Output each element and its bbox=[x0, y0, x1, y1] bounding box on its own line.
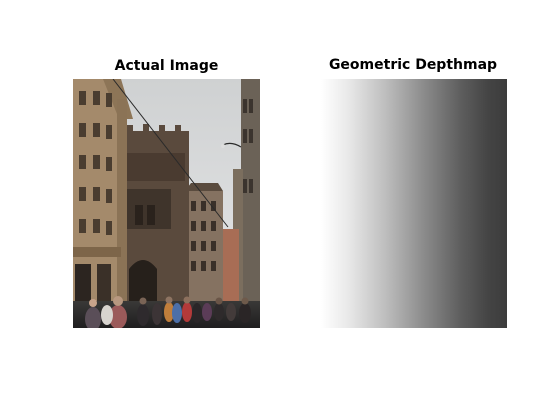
right-building bbox=[241, 79, 260, 328]
actual-image-title: Actual Image bbox=[73, 58, 260, 74]
actual-image bbox=[73, 79, 260, 328]
geometric-depthmap-title: Geometric Depthmap bbox=[313, 57, 513, 73]
geometric-depthmap bbox=[321, 79, 507, 328]
